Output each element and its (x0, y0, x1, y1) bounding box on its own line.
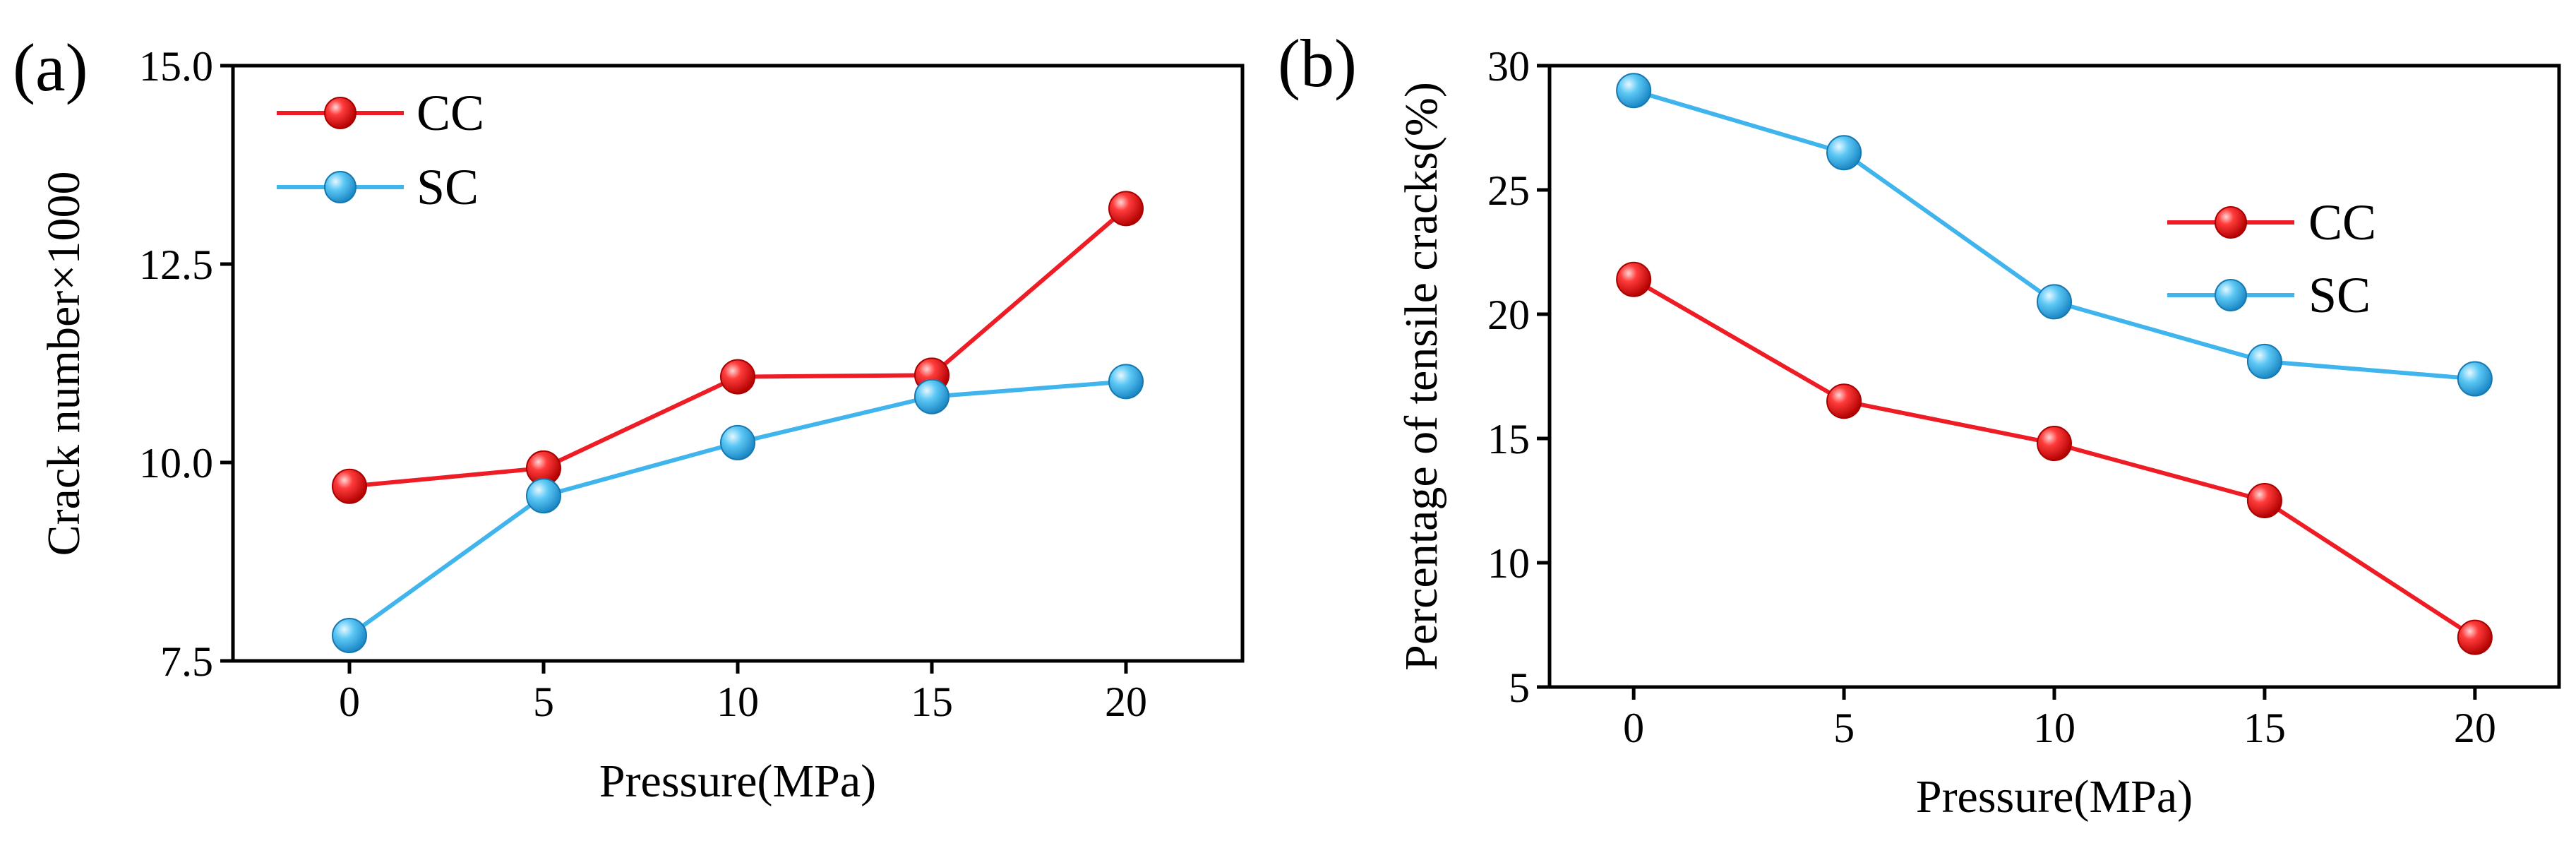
series-cc-point (2037, 426, 2072, 462)
panel-a-frame (231, 64, 1245, 663)
x-tick-label: 5 (1833, 705, 1855, 751)
series-sc-point (914, 378, 949, 414)
x-tick-label: 0 (1623, 705, 1644, 751)
series-sc-point (1108, 364, 1144, 400)
x-tick-label: 15 (911, 679, 953, 725)
series-sc-point (2457, 361, 2493, 397)
y-tick-label: 15.0 (139, 43, 213, 90)
y-tick-label: 5 (1509, 664, 1530, 711)
series-sc-point (2246, 343, 2282, 379)
x-tick-label: 20 (2454, 705, 2496, 751)
series-sc-point (2037, 284, 2072, 320)
series-sc-point (720, 424, 755, 460)
panel-a-legend: CC SC (277, 85, 484, 215)
series-sc-point (332, 618, 367, 654)
x-tick-label: 10 (2033, 705, 2075, 751)
legend-cc-label: CC (417, 85, 484, 141)
panel-b-legend: CC SC (2167, 194, 2376, 323)
series-sc-point (1616, 73, 1652, 109)
panel-a-plot: 0 5 10 15 20 7.5 10.0 12.5 15.0 (139, 43, 1147, 725)
x-tick-label: 20 (1105, 679, 1147, 725)
panel-b-label: (b) (1278, 25, 1357, 101)
y-tick-label: 12.5 (139, 241, 213, 288)
y-tick-label: 15 (1487, 416, 1530, 462)
panel-b-y-axis-label: Percentage of tensile cracks(%) (1396, 82, 1447, 671)
series-cc-point (2246, 483, 2282, 518)
legend-sc-label: SC (2308, 267, 2371, 323)
series-cc-point (1108, 191, 1144, 227)
y-tick-label: 10.0 (139, 440, 213, 486)
y-tick-label: 7.5 (160, 638, 213, 685)
series-cc-point (2457, 619, 2493, 655)
series-cc-point (720, 359, 755, 395)
panel-a-label: (a) (13, 30, 88, 105)
x-tick-label: 0 (339, 679, 360, 725)
x-tick-label: 5 (533, 679, 554, 725)
series-cc-point (332, 468, 367, 504)
series-cc-point (1616, 261, 1652, 297)
legend-sc-label: SC (417, 159, 479, 215)
panel-b: (b) 0 5 10 15 20 5 10 15 20 25 30 Pressure(MPa) Pe… (1278, 25, 2561, 823)
series-sc-point (526, 478, 561, 514)
panel-b-frame (1547, 64, 2561, 689)
y-tick-label: 10 (1487, 540, 1530, 587)
panel-a: (a) 0 5 10 15 20 7.5 10.0 12.5 15.0 Pressure(MPa… (13, 30, 1245, 807)
panel-a-x-axis-label: Pressure(MPa) (599, 756, 876, 807)
legend-cc-marker (2215, 206, 2247, 239)
legend-cc-label: CC (2308, 194, 2376, 251)
series-cc-point (1826, 383, 1862, 419)
series-sc-point (1826, 135, 1862, 171)
x-tick-label: 15 (2243, 705, 2286, 751)
x-tick-label: 10 (717, 679, 759, 725)
series-sc-line (348, 379, 1127, 638)
panel-a-y-axis-label: Crack number×1000 (38, 172, 90, 556)
legend-sc-marker (324, 171, 357, 203)
y-tick-label: 20 (1487, 292, 1530, 338)
panel-b-x-axis-label: Pressure(MPa) (1916, 771, 2193, 823)
panel-b-plot: 0 5 10 15 20 5 10 15 20 25 30 (1487, 43, 2496, 751)
legend-cc-marker (324, 97, 357, 129)
y-tick-label: 25 (1487, 167, 1530, 214)
legend-sc-marker (2215, 279, 2247, 311)
y-tick-label: 30 (1487, 43, 1530, 90)
